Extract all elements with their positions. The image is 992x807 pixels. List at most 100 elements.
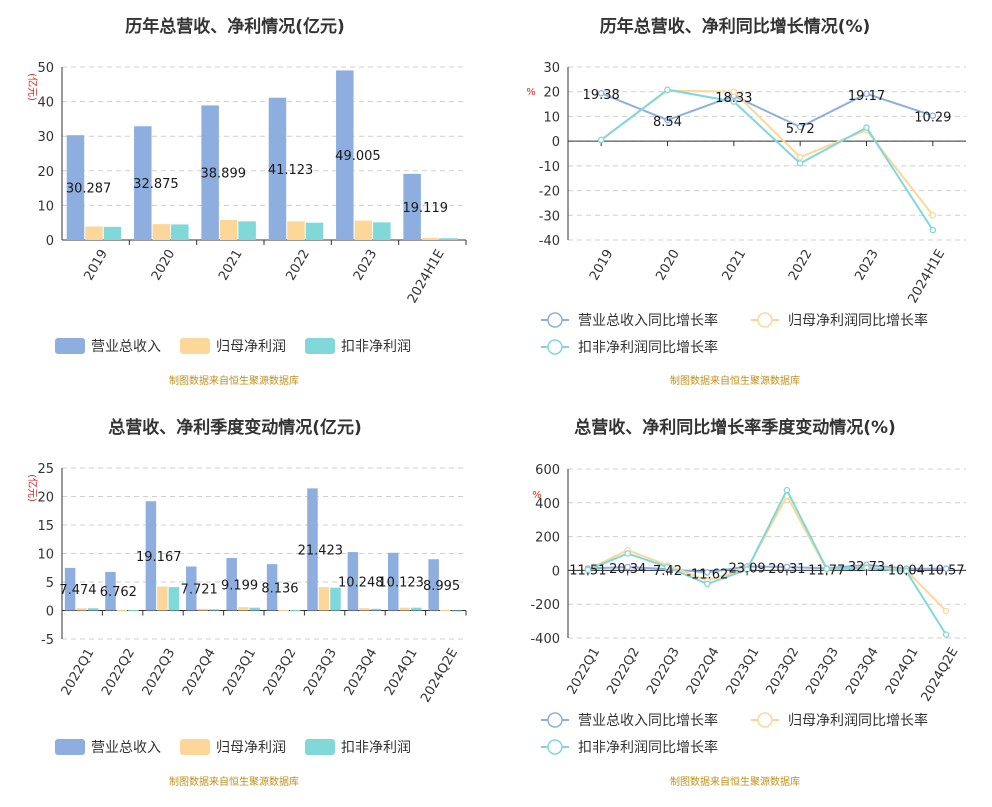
y-tick-label: 40 xyxy=(37,96,54,111)
legend-label: 归母净利润 xyxy=(216,338,286,355)
bar-revenue xyxy=(105,571,116,611)
data-point xyxy=(863,564,870,572)
bar-revenue xyxy=(226,558,237,611)
data-label: 19.17 xyxy=(848,89,885,104)
data-label: 10.123 xyxy=(378,576,424,591)
bar-revenue xyxy=(403,173,421,240)
data-point xyxy=(903,567,910,575)
chart-title: 历年总营收、净利同比增长情况(%) xyxy=(600,16,871,37)
y-tick-label: 0 xyxy=(46,234,54,249)
data-label: 19.38 xyxy=(583,88,620,103)
y-tick-label: 600 xyxy=(535,463,560,478)
bar-net-profit xyxy=(85,226,103,240)
y-tick-label: 400 xyxy=(535,497,560,512)
y-tick-label: 25 xyxy=(37,462,54,477)
data-point xyxy=(624,550,631,557)
y-tick-label: -200 xyxy=(530,598,560,613)
legend-label: 营业总收入 xyxy=(91,740,161,756)
bar-deducted-profit xyxy=(373,222,391,240)
source-note: 制图数据来自恒生聚源数据库 xyxy=(169,775,299,788)
legend-label: 扣非净利润同比增长率 xyxy=(578,339,718,356)
bar-revenue xyxy=(64,567,76,611)
y-tick-label: 10 xyxy=(37,199,54,214)
y-tick-label: 30 xyxy=(37,130,54,145)
bar-revenue xyxy=(201,105,219,241)
bar-revenue xyxy=(186,566,197,611)
data-label: 8.995 xyxy=(423,579,460,594)
bar-deducted-profit xyxy=(249,607,260,611)
legend: 营业总收入 归母净利润 扣非净利润 xyxy=(55,338,411,355)
bar-net-profit xyxy=(278,609,289,611)
legend-swatch xyxy=(55,338,85,354)
bar-revenue xyxy=(347,552,359,611)
data-point xyxy=(929,112,937,119)
data-label: 20.31 xyxy=(768,562,805,577)
data-point xyxy=(597,89,605,97)
bar-deducted-profit xyxy=(289,609,301,611)
bar-net-profit xyxy=(197,608,209,611)
data-label: 21.423 xyxy=(298,543,344,558)
data-label: 20.34 xyxy=(609,562,646,577)
y-tick-label: 20 xyxy=(37,165,54,180)
data-label: 8.54 xyxy=(653,115,682,130)
data-label: 32.73 xyxy=(848,560,885,575)
bar-deducted-profit xyxy=(451,610,462,612)
bar-net-profit xyxy=(152,224,171,240)
data-label: 7.721 xyxy=(181,582,218,597)
data-point xyxy=(730,98,738,105)
data-label: 8.136 xyxy=(261,581,298,596)
bar-net-profit xyxy=(76,608,87,611)
legend-marker xyxy=(547,739,563,755)
data-point xyxy=(929,212,937,219)
source-note: 制图数据来自恒生聚源数据库 xyxy=(169,374,299,387)
y-tick-label: 20 xyxy=(543,86,560,101)
bar-deducted-profit xyxy=(171,224,189,240)
data-point xyxy=(704,569,711,576)
data-label: 10.57 xyxy=(927,564,964,579)
data-point xyxy=(783,486,791,494)
data-label: 11.51 xyxy=(569,563,606,578)
data-label: 11.77 xyxy=(808,563,845,578)
y-tick-label: -20 xyxy=(539,185,560,200)
chart-title: 总营收、净利季度变动情况(亿元) xyxy=(108,417,362,438)
data-label: 10.04 xyxy=(888,564,925,579)
data-label: 49.005 xyxy=(335,149,381,164)
legend-swatch xyxy=(305,338,335,354)
data-point xyxy=(796,160,804,167)
data-label: 19.119 xyxy=(403,201,449,216)
y-tick-label: 5 xyxy=(46,576,54,591)
data-point xyxy=(929,226,937,234)
y-tick-label: 30 xyxy=(543,61,560,76)
y-tick-label: 20 xyxy=(37,491,54,506)
data-point xyxy=(664,116,671,124)
legend-label: 扣非净利润同比增长率 xyxy=(578,739,718,756)
data-label: 7.474 xyxy=(59,583,96,598)
bar-deducted-profit xyxy=(128,609,139,611)
data-label: 9.199 xyxy=(221,578,258,593)
data-point xyxy=(584,566,592,574)
data-point xyxy=(823,565,830,572)
bar-revenue xyxy=(388,552,399,611)
bar-revenue xyxy=(66,135,85,240)
source-note: 制图数据来自恒生聚源数据库 xyxy=(670,775,800,788)
data-label: 38.899 xyxy=(201,167,247,182)
y-tick-label: 50 xyxy=(37,61,54,76)
legend-label: 营业总收入同比增长率 xyxy=(578,712,718,729)
legend: 营业总收入 归母净利润 扣非净利润 xyxy=(55,739,411,756)
data-label: 41.123 xyxy=(268,163,314,178)
data-point xyxy=(942,631,950,638)
line-series-3 xyxy=(587,487,947,636)
data-point xyxy=(597,136,605,144)
data-label: 5.72 xyxy=(786,122,815,137)
chart-title: 总营收、净利同比增长率季度变动情况(%) xyxy=(574,417,896,438)
data-point xyxy=(796,123,804,131)
y-tick-label: -400 xyxy=(530,632,560,647)
bar-net-profit xyxy=(439,609,451,611)
legend-label: 扣非净利润 xyxy=(341,740,411,756)
y-tick-label: -10 xyxy=(539,160,560,175)
data-label: 6.762 xyxy=(100,585,137,600)
data-label: 19.167 xyxy=(136,550,182,565)
